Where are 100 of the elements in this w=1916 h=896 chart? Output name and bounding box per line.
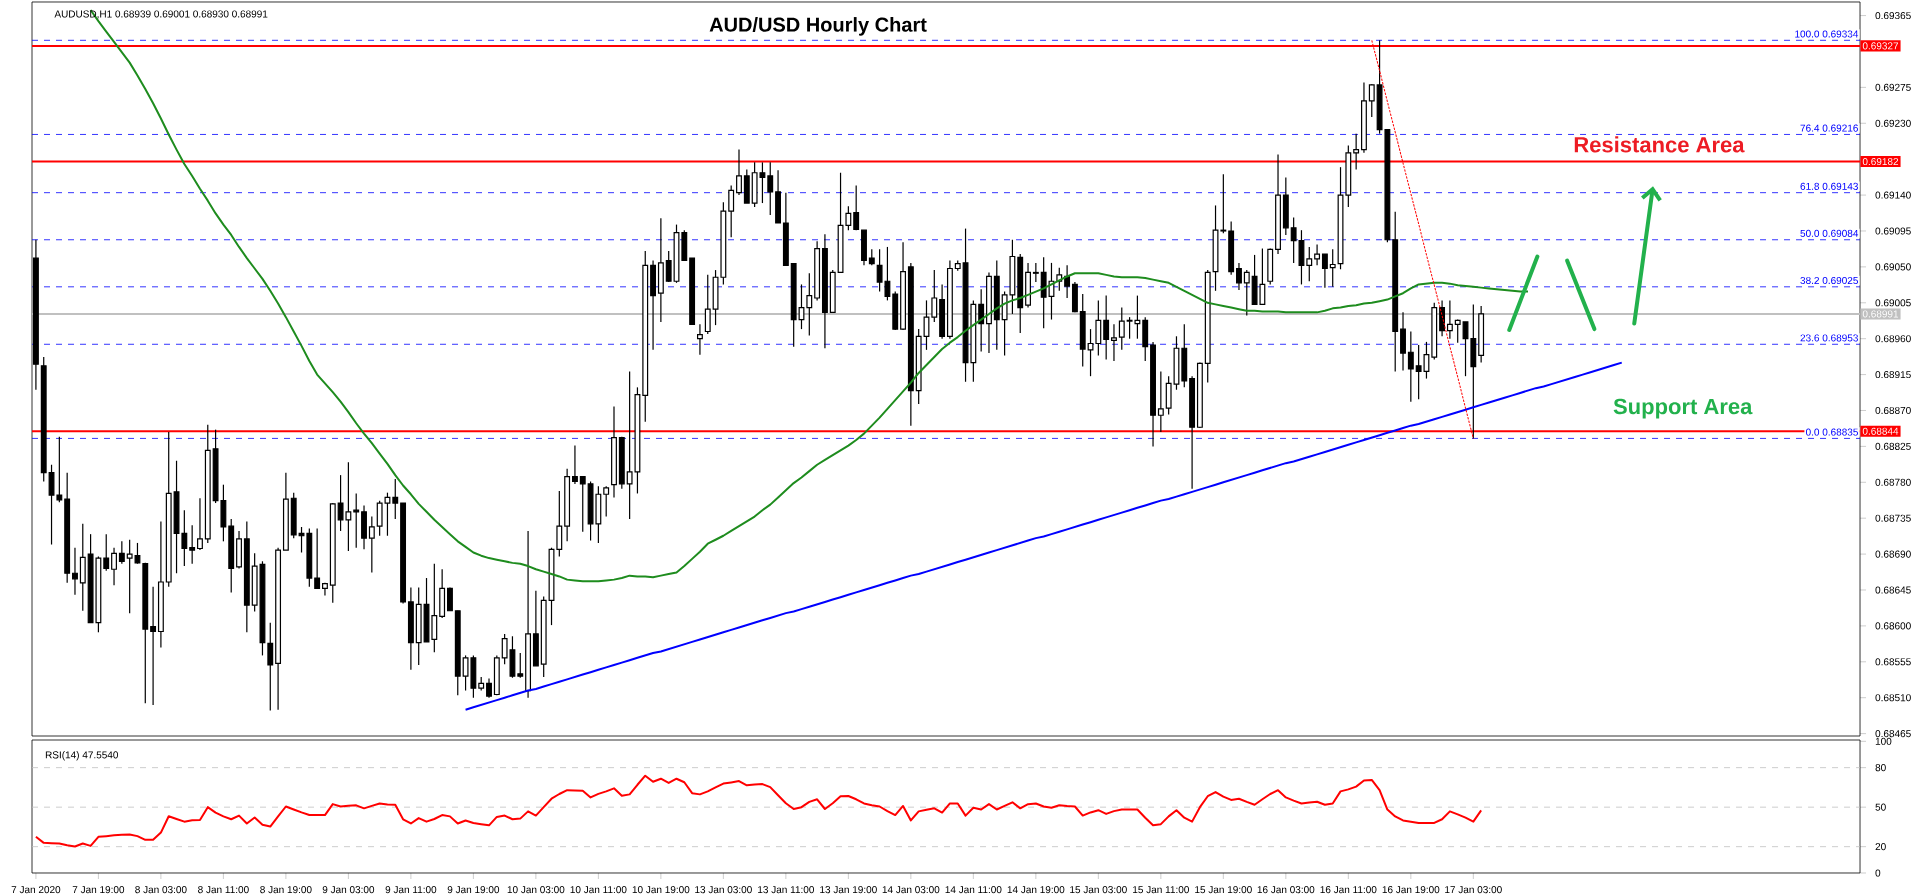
x-tick-label: 14 Jan 03:00 (882, 886, 940, 894)
candlestick (118, 540, 125, 565)
candlestick (1103, 295, 1110, 361)
candlestick (150, 586, 157, 706)
candlestick (1243, 269, 1250, 317)
x-tick-label: 8 Jan 03:00 (135, 886, 187, 894)
candlestick (696, 323, 703, 356)
x-tick-label: 8 Jan 11:00 (198, 886, 249, 894)
candlestick (572, 444, 578, 485)
candlestick (1407, 330, 1414, 403)
x-tick-label: 9 Jan 19:00 (447, 886, 500, 894)
y-tick-label: 0.69140 (1875, 191, 1911, 199)
x-tick-label: 10 Jan 03:00 (507, 886, 565, 894)
x-tick-label: 16 Jan 19:00 (1382, 886, 1440, 894)
x-tick-label: 7 Jan 19:00 (72, 886, 125, 894)
y-tick-label: 0.68555 (1875, 658, 1911, 666)
candlestick (314, 527, 321, 589)
x-tick-label: 17 Jan 03:00 (1445, 886, 1502, 894)
candlestick (1032, 262, 1039, 283)
ref-line-label: 0.68991 (1862, 310, 1899, 318)
x-tick-label: 14 Jan 19:00 (1007, 886, 1065, 894)
x-tick-label: 8 Jan 19:00 (260, 886, 312, 894)
y-tick-label: 0.69230 (1875, 119, 1911, 127)
candlestick (111, 547, 117, 586)
annotation: Support Area (1613, 398, 1753, 419)
candlestick (1446, 299, 1453, 340)
x-tick-label: 13 Jan 03:00 (695, 886, 752, 894)
x-tick-label: 10 Jan 11:00 (570, 886, 627, 894)
ref-line-label: 50.0 0.69084 (1800, 229, 1859, 237)
candlestick (1368, 83, 1375, 118)
candlestick (1314, 243, 1321, 266)
candlestick (517, 652, 524, 679)
candlestick (1353, 133, 1360, 171)
annotation: Resistance Area (1574, 136, 1745, 153)
y-tick-label: 80 (1875, 764, 1886, 772)
ref-line-label: 100.0 0.69334 (1795, 30, 1859, 38)
y-tick-label: 20 (1875, 843, 1886, 851)
candlestick (1157, 370, 1164, 433)
y-tick-label: 0 (1875, 869, 1881, 877)
candlestick (368, 516, 375, 574)
y-tick-label: 0.69005 (1875, 299, 1911, 307)
y-tick-label: 100 (1875, 737, 1892, 745)
y-tick-label: 0.69050 (1875, 263, 1911, 271)
candlestick (806, 272, 813, 337)
candlestick (1329, 248, 1336, 288)
y-tick-label: 0.69365 (1875, 12, 1911, 20)
x-tick-label: 9 Jan 03:00 (322, 886, 375, 894)
x-tick-label: 15 Jan 03:00 (1070, 886, 1127, 894)
text: RSI(14) 47.5540 (45, 751, 119, 761)
y-tick-label: 0.68960 (1875, 335, 1911, 343)
y-tick-label: 0.68870 (1875, 406, 1911, 415)
candlestick (1118, 306, 1125, 351)
ref-line-label: 61.8 0.69143 (1800, 182, 1858, 190)
x-tick-label: 9 Jan 11:00 (385, 886, 437, 894)
x-tick-label: 16 Jan 11:00 (1320, 886, 1377, 894)
candlestick (486, 677, 492, 699)
y-tick-label: 0.68645 (1875, 586, 1911, 594)
y-tick-label: 0.69275 (1875, 83, 1911, 91)
y-tick-label: 0.68510 (1875, 694, 1911, 702)
ref-line-label: 0.68844 (1862, 427, 1899, 435)
y-tick-label: 0.68465 (1875, 730, 1911, 738)
x-tick-label: 7 Jan 2020 (11, 886, 61, 894)
candlestick (1236, 262, 1242, 291)
y-tick-label: 0.68600 (1875, 622, 1911, 630)
text: AUD/USD Hourly Chart (709, 17, 927, 36)
candlestick (103, 533, 110, 572)
y-tick-label: 50 (1875, 803, 1886, 811)
x-tick-label: 13 Jan 11:00 (758, 886, 815, 894)
candlestick (603, 485, 610, 518)
candlestick (665, 250, 672, 283)
y-tick-label: 0.68825 (1875, 442, 1911, 450)
ref-line-label: 0.69327 (1862, 42, 1899, 50)
y-tick-label: 0.68690 (1875, 550, 1911, 558)
x-tick-label: 10 Jan 19:00 (632, 886, 690, 894)
candlestick (1064, 264, 1071, 299)
candlestick (267, 622, 274, 712)
ref-line-label: 23.6 0.68953 (1800, 334, 1858, 342)
candlestick (853, 184, 860, 231)
x-tick-label: 15 Jan 19:00 (1195, 886, 1252, 894)
candlestick (1111, 323, 1117, 362)
y-tick-label: 0.68780 (1875, 478, 1911, 486)
candlestick (931, 269, 938, 323)
candlestick (1306, 246, 1313, 282)
candlestick (704, 274, 711, 335)
candlestick (392, 478, 399, 520)
ref-line-label: 0.69182 (1862, 158, 1899, 166)
x-tick-label: 16 Jan 03:00 (1257, 886, 1315, 894)
candlestick (767, 161, 774, 216)
candlestick (189, 524, 196, 565)
y-tick-label: 0.69095 (1875, 227, 1911, 235)
y-tick-label: 0.68915 (1875, 371, 1911, 379)
ref-line-label: 0.0 0.68835 (1805, 428, 1858, 436)
x-tick-label: 14 Jan 11:00 (945, 886, 1002, 894)
candlestick (579, 476, 586, 533)
ref-line-label: 76.4 0.69216 (1800, 124, 1858, 132)
x-tick-label: 15 Jan 11:00 (1133, 886, 1189, 894)
candlestick (1400, 311, 1406, 372)
candlestick (322, 582, 328, 597)
candlestick (72, 547, 78, 596)
candlestick (736, 149, 742, 196)
